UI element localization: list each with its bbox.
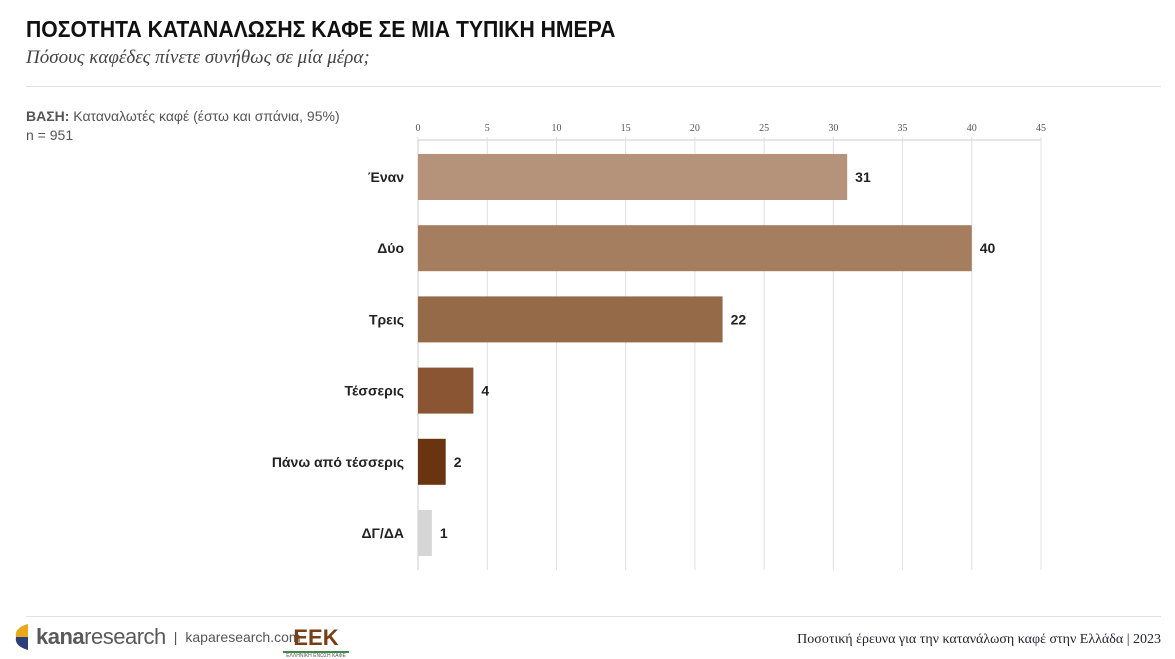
x-tick-label: 0 — [416, 123, 421, 134]
base-text: Καταναλωτές καφέ (έστω και σπάνια, 95%) — [69, 108, 340, 124]
footer-divider — [26, 616, 1161, 617]
survey-caption: Ποσοτική έρευνα για την κατανάλωση καφέ … — [797, 632, 1130, 647]
sample-size: n = 951 — [26, 127, 74, 143]
category-label: Πάνω από τέσσερις — [272, 454, 404, 470]
x-tick-label: 20 — [690, 123, 700, 134]
base-label: ΒΑΣΗ: — [26, 108, 70, 124]
category-label: ΔΓ/ΔΑ — [361, 525, 404, 541]
data-label: 2 — [454, 454, 462, 470]
bar — [418, 438, 446, 485]
year: 2023 — [1133, 632, 1161, 647]
divider — [26, 86, 1161, 87]
kana-logo: kanaresearch — [36, 624, 166, 649]
footer-caption: Ποσοτική έρευνα για την κατανάλωση καφέ … — [797, 632, 1161, 648]
base-note: ΒΑΣΗ: Καταναλωτές καφέ (έστω και σπάνια,… — [26, 107, 340, 145]
bar — [418, 154, 848, 200]
data-label: 1 — [440, 525, 448, 541]
bar-chart: 0 5 10 15 20 25 30 35 40 45 Έναν 31 Δύο 40 Τρεις 22 Τέσσ… — [272, 123, 1046, 570]
x-tick-label: 10 — [551, 123, 561, 134]
data-label: 4 — [481, 383, 489, 399]
page-subtitle: Πόσους καφέδες πίνετε συνήθως σε μία μέρ… — [26, 47, 370, 68]
data-label: 40 — [980, 240, 996, 256]
x-tick-label: 35 — [898, 123, 908, 134]
kana-logo-icon — [15, 624, 28, 650]
x-tick-label: 5 — [485, 123, 490, 134]
data-label: 31 — [855, 169, 871, 185]
data-label: 22 — [731, 311, 747, 327]
x-tick-label: 30 — [828, 123, 838, 134]
x-tick-label: 45 — [1036, 123, 1046, 134]
category-label: Έναν — [368, 169, 404, 185]
footer-brand: kanaresearch | kaparesearch.com — [14, 624, 301, 650]
website-link[interactable]: kaparesearch.com — [185, 629, 301, 645]
separator: | — [173, 629, 178, 645]
x-tick-label: 40 — [967, 123, 977, 134]
bar — [418, 225, 972, 272]
category-label: Τρεις — [369, 311, 404, 327]
x-tick-label: 25 — [759, 123, 769, 134]
eek-logo: ΕΕΚ ΕΛΛΗΝΙΚΗ ΕΝΩΣΗ ΚΑΦΕ — [283, 625, 349, 659]
bar — [418, 367, 474, 414]
category-label: Δύο — [377, 240, 404, 256]
bar — [418, 510, 432, 556]
category-label: Τέσσερις — [345, 383, 404, 399]
x-tick-label: 15 — [621, 123, 631, 134]
page-title: ΠΟΣΟΤΗΤΑ ΚΑΤΑΝΑΛΩΣΗΣ ΚΑΦΕ ΣΕ ΜΙΑ ΤΥΠΙΚΗ … — [26, 16, 616, 42]
bar — [418, 296, 723, 343]
